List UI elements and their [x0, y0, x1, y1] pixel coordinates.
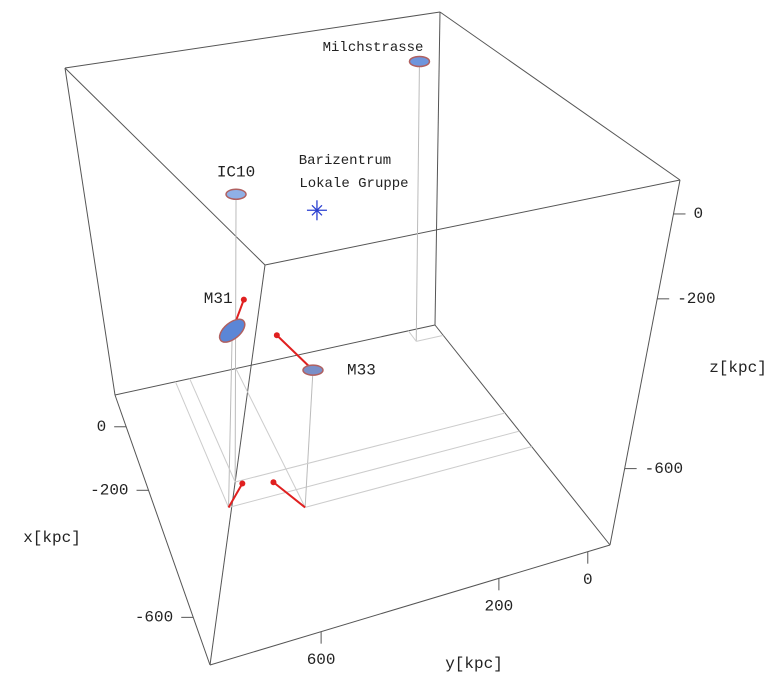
vector-shadow-tip — [239, 480, 246, 487]
floor-line — [407, 330, 417, 342]
vector-tip — [240, 296, 247, 303]
cube-edge — [114, 394, 211, 666]
galaxy — [408, 55, 431, 68]
cube-edge — [264, 179, 681, 266]
drop-line — [304, 370, 314, 508]
barycenter-stroke — [311, 204, 323, 216]
y-tick-label: 0 — [583, 571, 593, 589]
floor-line — [228, 430, 520, 508]
barycenter-marker — [306, 200, 327, 221]
cube-edge — [64, 67, 116, 396]
cube-edge — [64, 67, 266, 266]
vector-tip — [273, 332, 280, 339]
cube-edge — [114, 324, 436, 396]
vector-shadow — [272, 481, 306, 509]
z-tick-label: -600 — [645, 460, 683, 478]
x-tick-label: -600 — [135, 609, 173, 627]
floor-line — [189, 378, 236, 483]
floor-line — [235, 368, 306, 508]
cube-edge — [434, 11, 441, 326]
barycenter-label: Lokale Gruppe — [299, 176, 408, 192]
cube-edge — [209, 544, 611, 666]
galaxy-label: IC10 — [217, 164, 255, 182]
vector-shadow-tip — [270, 479, 277, 486]
floor-line — [174, 381, 230, 508]
x-tick-label: -200 — [90, 482, 128, 500]
cube-box — [64, 11, 681, 666]
vector-shadow — [227, 483, 244, 508]
galaxy-label: M31 — [204, 290, 233, 308]
galaxy-label: Milchstrasse — [323, 40, 424, 56]
y-tick-label: 600 — [307, 651, 336, 669]
x-axis-label: x[kpc] — [23, 529, 81, 547]
galaxy — [218, 318, 246, 343]
cube-edge — [609, 179, 681, 546]
cube-edge — [209, 264, 266, 666]
galaxy — [225, 188, 247, 201]
barycenter-label: Barizentrum — [299, 153, 391, 169]
galaxy-label: M33 — [347, 361, 376, 379]
z-tick-label: -200 — [677, 290, 715, 308]
x-tick-label: 0 — [97, 418, 107, 436]
cube-edge — [434, 324, 611, 546]
floor-line — [304, 446, 532, 508]
y-axis-label: y[kpc] — [445, 655, 503, 673]
drop-line — [228, 330, 233, 508]
z-axis-label: z[kpc] — [709, 359, 767, 377]
velocity-vector — [276, 334, 314, 371]
cube-edge — [64, 11, 441, 69]
y-tick-label: 200 — [484, 598, 513, 616]
drop-line — [415, 61, 420, 342]
floor-line — [235, 412, 506, 483]
floor-line — [416, 334, 444, 342]
galaxy — [302, 364, 324, 376]
cube-edge — [439, 11, 681, 181]
z-tick-label: 0 — [693, 205, 703, 223]
